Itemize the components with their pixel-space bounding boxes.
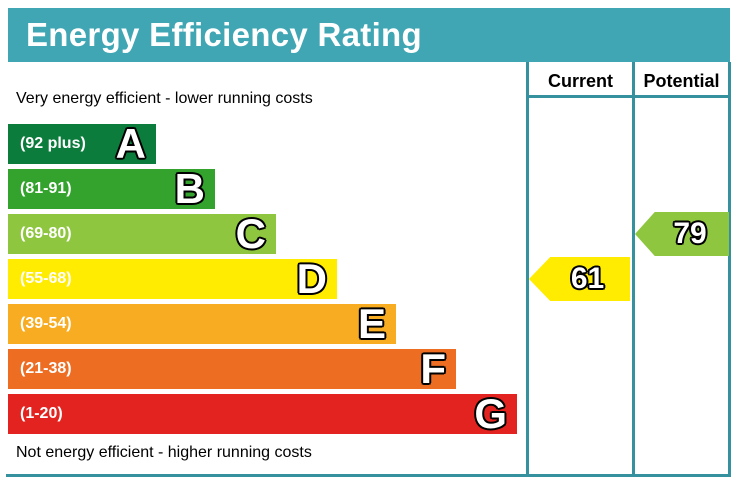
band-letter: D [296, 255, 327, 302]
band-range-label: (69-80) [20, 225, 72, 242]
band-letter: E [357, 300, 386, 347]
potential-column-header: Potential [643, 70, 720, 91]
table-divider-middle [632, 62, 635, 477]
band-range-label: (1-20) [20, 405, 63, 422]
band-letter: C [235, 210, 266, 257]
band-range-label: (21-38) [20, 360, 72, 377]
band-range-label: (81-91) [20, 180, 72, 197]
band-row-c: (69-80) C [8, 210, 276, 257]
band-range-label: (92 plus) [20, 135, 86, 152]
table-header-underline [526, 95, 731, 98]
current-column-header: Current [547, 70, 613, 91]
title-bar: Energy Efficiency Rating [8, 8, 730, 62]
band-row-f: (21-38) F [8, 345, 456, 392]
potential-rating-value: 79 [673, 217, 707, 250]
top-note: Very energy efficient - lower running co… [16, 90, 313, 107]
table-border-bottom [6, 474, 731, 477]
band-range-label: (55-68) [20, 270, 72, 287]
current-rating-arrow: 61 [529, 257, 630, 301]
band-row-g: (1-20) G [8, 390, 517, 437]
potential-rating-arrow: 79 [635, 212, 729, 256]
band-letter: G [474, 390, 507, 437]
band-letter: B [174, 165, 205, 212]
bottom-note: Not energy efficient - higher running co… [16, 444, 312, 461]
band-row-d: (55-68) D [8, 255, 337, 302]
band-row-e: (39-54) E [8, 300, 396, 347]
table-border-right [728, 62, 731, 477]
table-divider-left [526, 62, 529, 477]
current-rating-value: 61 [570, 262, 605, 295]
band-row-b: (81-91) B [8, 165, 215, 212]
band-row-a: (92 plus) A [8, 120, 156, 167]
band-range-label: (39-54) [20, 315, 72, 332]
page-title: Energy Efficiency Rating [26, 16, 422, 53]
band-letter: A [115, 120, 146, 167]
band-letter: F [420, 345, 446, 392]
